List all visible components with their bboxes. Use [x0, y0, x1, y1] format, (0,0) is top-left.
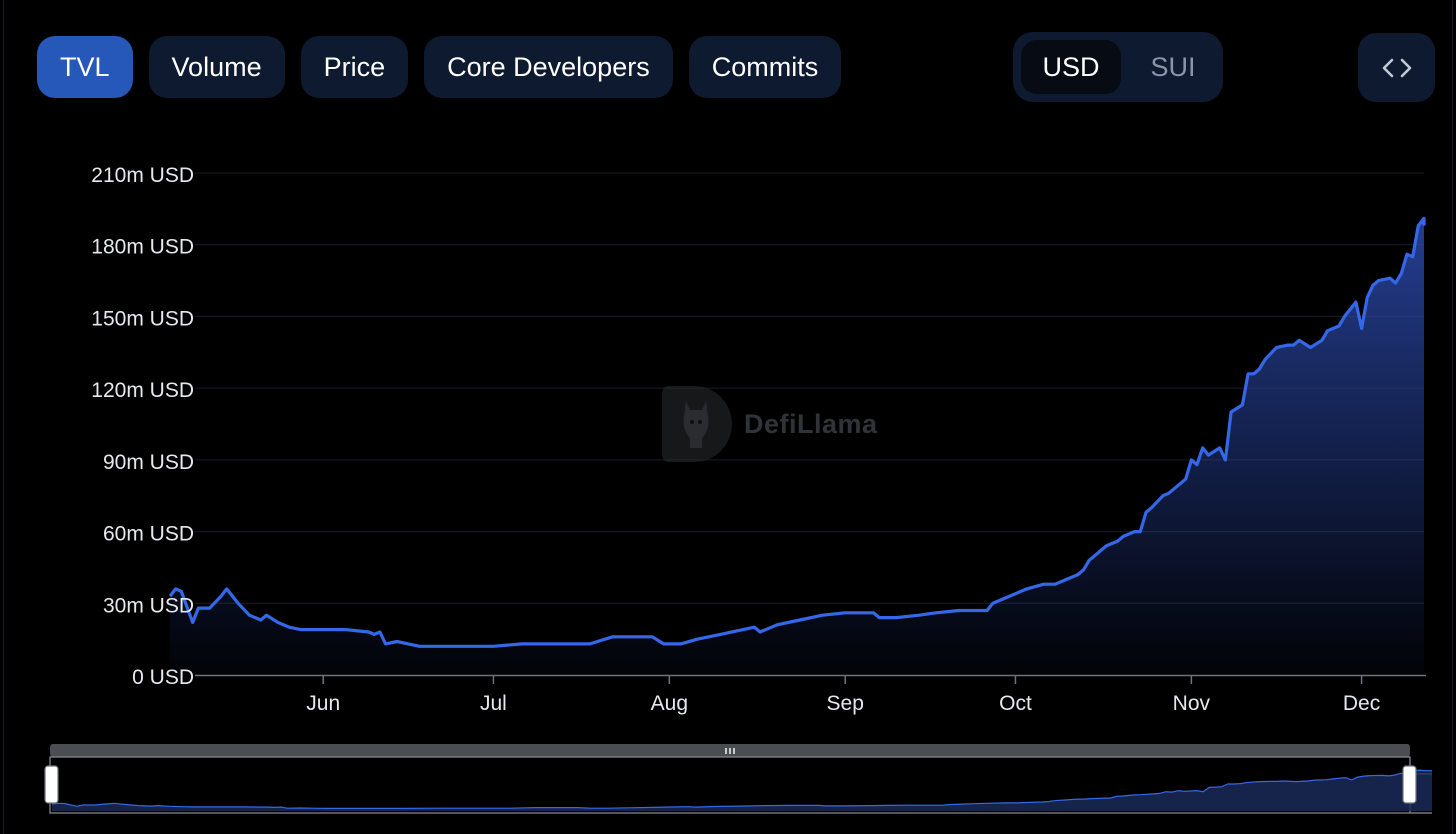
- code-brackets-icon: [1382, 58, 1411, 77]
- x-tick-label: Aug: [651, 692, 688, 715]
- chart-panel: [3, 0, 1453, 834]
- tvl-line: [168, 216, 1426, 648]
- tvl-series-line: [168, 216, 1426, 648]
- y-tick-label: 120m USD: [91, 379, 194, 402]
- zoom-handle-left[interactable]: [44, 765, 59, 804]
- embed-button[interactable]: [1358, 33, 1435, 102]
- x-axis: Jun Jul Aug Sep Oct Nov Dec: [195, 674, 1426, 715]
- tab-price[interactable]: Price: [300, 36, 409, 98]
- currency-option-sui[interactable]: SUI: [1150, 52, 1196, 82]
- tab-volume[interactable]: Volume: [148, 36, 285, 98]
- tab-tvl[interactable]: TVL: [37, 36, 133, 98]
- y-tick-label: 60m USD: [103, 523, 194, 546]
- tvl-area: [170, 218, 1424, 675]
- tab-commits[interactable]: Commits: [688, 36, 842, 98]
- y-tick-label: 30m USD: [103, 594, 194, 617]
- llama-logo-icon: [662, 386, 732, 462]
- watermark-text: DefiLlama: [744, 408, 878, 439]
- metric-tabs: TVL Volume Price Core Developers Commits: [37, 36, 842, 98]
- zoom-preview-area: [52, 770, 1432, 811]
- x-tick-label: Sep: [827, 692, 864, 715]
- y-tick-label: 180m USD: [91, 236, 194, 259]
- currency-toggle: USD SUI: [1013, 32, 1223, 102]
- x-tick-label: Oct: [999, 692, 1032, 715]
- x-tick-label: Jun: [306, 692, 340, 715]
- y-tick-label: 90m USD: [103, 451, 194, 474]
- y-tick-label: 0 USD: [132, 666, 194, 689]
- zoom-handle-right[interactable]: [1402, 765, 1417, 804]
- zoom-slider[interactable]: [44, 744, 1432, 814]
- zoom-preview-line: [51, 769, 1432, 809]
- currency-option-usd[interactable]: USD: [1021, 40, 1121, 94]
- y-tick-label: 210m USD: [91, 164, 194, 187]
- y-tick-label: 150m USD: [91, 307, 194, 330]
- x-tick-label: Jul: [480, 692, 507, 715]
- watermark: DefiLlama: [662, 386, 878, 462]
- x-tick-label: Dec: [1343, 692, 1380, 715]
- y-axis: 0 USD 30m USD 60m USD 90m USD 120m USD 150m U…: [91, 164, 194, 689]
- tab-core-developers[interactable]: Core Developers: [424, 36, 673, 98]
- tvl-area-fill: [170, 218, 1424, 675]
- x-tick-label: Nov: [1173, 692, 1211, 715]
